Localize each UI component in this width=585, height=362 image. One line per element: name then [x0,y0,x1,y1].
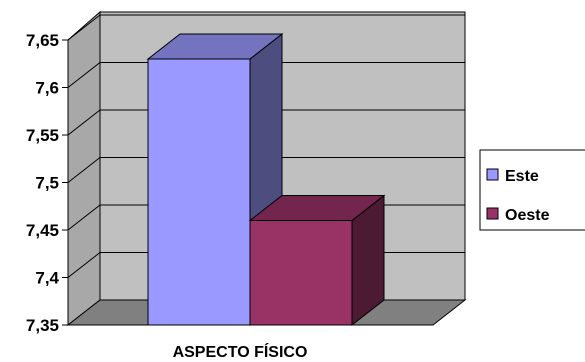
bars [146,32,386,327]
gridline [67,62,465,88]
y-tick-label: 7,35 [26,316,59,335]
x-tick-label-aspecto-fisico: ASPECTO FÍSICO [173,342,308,361]
legend-swatch-este [486,168,499,181]
gridline [67,109,465,136]
legend-label-oeste: Oeste [505,207,550,224]
legend-label-este: Este [505,168,539,185]
y-tick-label: 7,55 [26,126,59,145]
y-tick-label: 7,5 [35,174,59,193]
y-tick-label: 7,6 [35,79,59,98]
y-axis-ticks: 7,35 7,4 7,45 7,5 7,55 7,6 7,65 [26,31,68,335]
bar-front-este [147,58,251,326]
gridline [67,157,465,183]
side-wall [67,10,101,327]
y-tick-label: 7,65 [26,31,59,50]
bar-front-oeste [249,220,353,326]
y-tick-label: 7,4 [35,269,59,288]
gridline [67,14,465,41]
bar-top-oeste [248,195,386,221]
y-tick-label: 7,45 [26,221,59,240]
bar-top-este [146,33,284,60]
legend-swatch-oeste [486,207,499,220]
legend: Este Oeste [479,149,585,231]
bar-oeste [248,194,386,327]
